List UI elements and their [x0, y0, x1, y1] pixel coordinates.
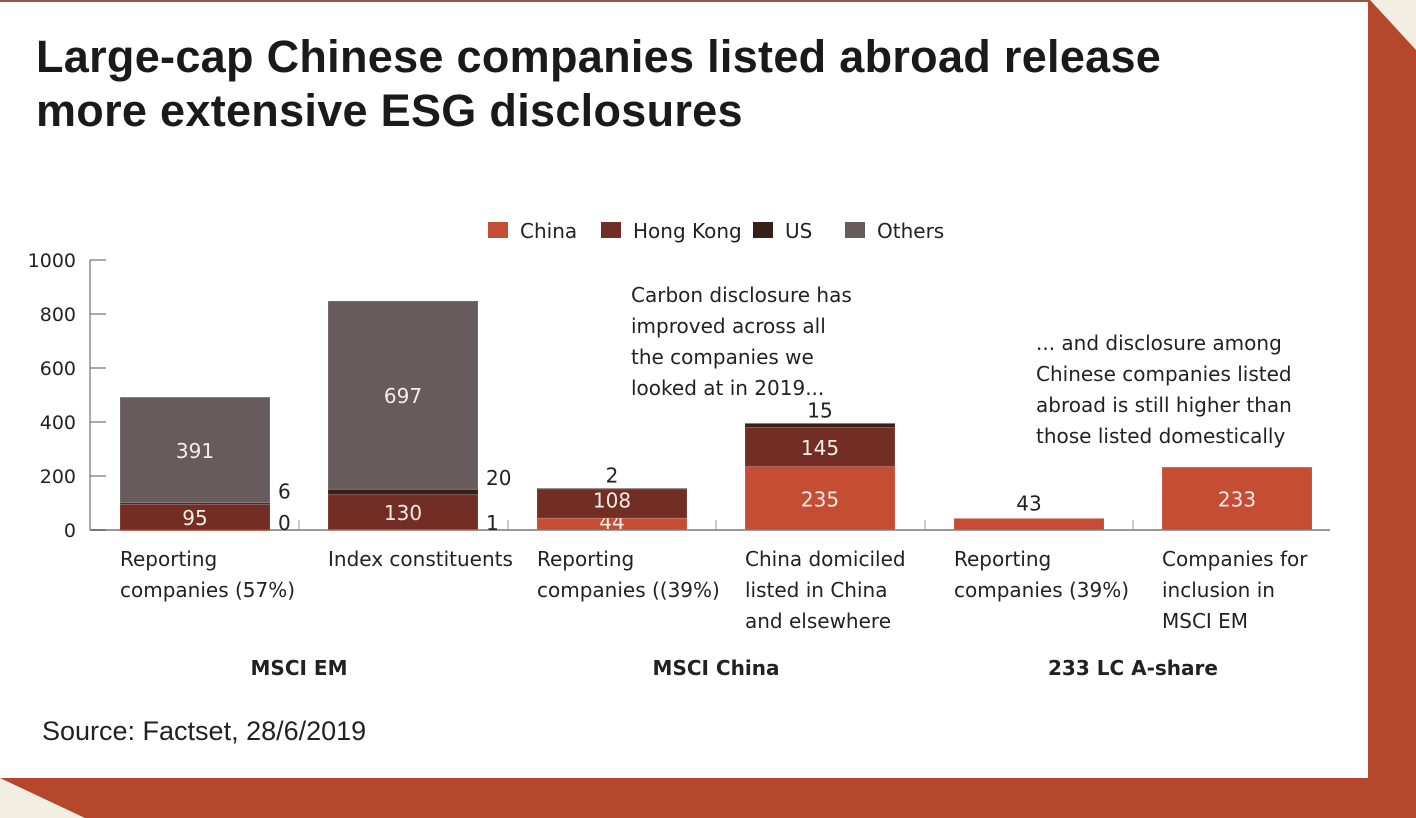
data-label: 15: [807, 398, 832, 422]
data-label: 43: [1016, 491, 1041, 515]
x-category-label: China domiciled: [745, 547, 906, 571]
bar-others: [327, 300, 479, 490]
annotation-text: Chinese companies listed: [1036, 362, 1292, 386]
data-label: 0: [278, 511, 291, 535]
frame-bottom-band: [0, 778, 1368, 818]
y-tick-label: 200: [40, 466, 76, 488]
data-label: 2: [606, 463, 619, 487]
legend-swatch-china: [488, 222, 508, 238]
data-label: 391: [176, 439, 214, 463]
x-category-label: MSCI EM: [1162, 609, 1248, 633]
y-tick-label: 0: [64, 520, 76, 542]
x-category-label: companies (57%): [120, 578, 295, 602]
legend-swatch-us: [753, 222, 773, 238]
bar-us: [327, 488, 479, 496]
legend-swatch-others: [845, 222, 865, 238]
annotation-text: ... and disclosure among: [1036, 331, 1282, 355]
group-label: 233 LC A-share: [1048, 656, 1218, 680]
x-category-label: and elsewhere: [745, 609, 891, 633]
y-tick-label: 600: [40, 358, 76, 380]
data-label: 95: [182, 506, 207, 530]
x-category-label: Reporting: [537, 547, 634, 571]
data-label: 145: [801, 436, 839, 460]
bar-us: [744, 422, 896, 428]
annotation-text: Carbon disclosure has: [631, 283, 852, 307]
data-label: 233: [1218, 488, 1256, 512]
data-label: 235: [801, 487, 839, 511]
x-category-label: listed in China: [745, 578, 887, 602]
bar-others: [119, 396, 271, 504]
data-label: 697: [384, 384, 422, 408]
legend-label: Others: [877, 219, 944, 243]
x-category-label: Reporting: [954, 547, 1051, 571]
bar-hong-kong: [536, 488, 688, 519]
bar-hong-kong: [744, 426, 896, 468]
annotation-text: improved across all: [631, 314, 826, 338]
y-tick-label: 400: [40, 412, 76, 434]
legend-label: China: [520, 219, 577, 243]
chart-svg: 0 200 400 600 800 1000 China Hong Kong US Others 0…: [28, 219, 1330, 680]
annotation-text: abroad is still higher than: [1036, 393, 1292, 417]
x-category-label: companies ((39%): [537, 578, 720, 602]
bar-hong-kong: [119, 503, 271, 531]
legend-swatch-hong-kong: [601, 222, 621, 238]
bar-china: [1161, 466, 1313, 531]
data-label: 6: [278, 480, 291, 504]
annotation-text: looked at in 2019...: [631, 376, 824, 400]
legend-label: US: [785, 219, 812, 243]
annotation-text: the companies we: [631, 345, 814, 369]
x-category-label: Reporting: [120, 547, 217, 571]
group-label: MSCI China: [653, 656, 780, 680]
x-category-label: companies (39%): [954, 578, 1129, 602]
chart-title: Large-cap Chinese companies listed abroa…: [36, 31, 1162, 136]
bar-china: [953, 517, 1105, 531]
data-label: 1: [486, 511, 499, 535]
x-category-label: inclusion in: [1162, 578, 1275, 602]
y-tick-label: 1000: [28, 250, 76, 272]
x-category-label: Companies for: [1162, 547, 1308, 571]
data-label: 20: [486, 466, 511, 490]
bar-us: [536, 487, 688, 490]
data-label: 130: [384, 501, 422, 525]
x-category-label: Index constituents: [328, 547, 513, 571]
frame-right-band: [1368, 0, 1416, 818]
data-label: 108: [593, 489, 631, 513]
annotation-text: those listed domestically: [1036, 424, 1285, 448]
chart-card: Large-cap Chinese companies listed abroa…: [0, 0, 1368, 778]
bar-china: [120, 530, 270, 531]
y-tick-label: 800: [40, 304, 76, 326]
legend-label: Hong Kong: [633, 219, 742, 243]
bar-china: [744, 466, 896, 531]
group-label: MSCI EM: [251, 656, 348, 680]
source-note: Source: Factset, 28/6/2019: [42, 716, 367, 746]
